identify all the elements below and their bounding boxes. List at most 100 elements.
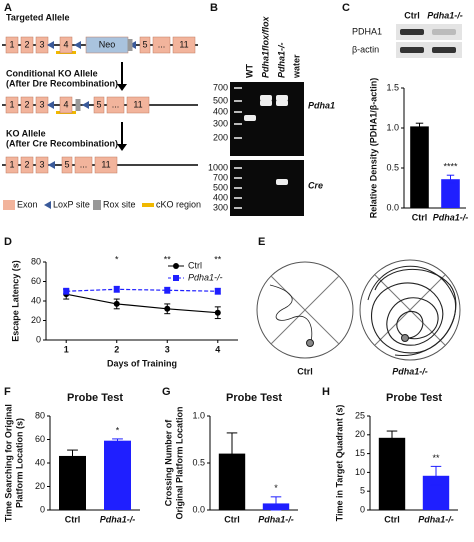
panel-label: D <box>4 236 12 248</box>
significance: * <box>274 483 278 493</box>
exon <box>94 156 118 174</box>
allele-title: Targeted Allele <box>6 12 70 22</box>
blot-lane: Ctrl <box>404 10 420 20</box>
panel-label: F <box>4 386 11 398</box>
exon-label: 2 <box>24 39 29 49</box>
significance: **** <box>443 162 458 172</box>
gel-band <box>260 100 272 106</box>
panel-e-decor <box>256 259 461 361</box>
panel-label: G <box>162 386 171 398</box>
marker <box>63 288 70 295</box>
y-tick-label: 20 <box>35 481 45 491</box>
panel-label: C <box>342 2 350 14</box>
loxp-site <box>47 101 54 109</box>
gel <box>230 82 304 156</box>
gel <box>230 160 304 216</box>
exon-label: 3 <box>39 39 44 49</box>
series-line <box>66 293 218 314</box>
allele-title: (After Dre Recombination) <box>6 78 118 88</box>
ladder-band <box>234 167 242 169</box>
y-tick-label: 0 <box>40 504 45 514</box>
allele-title: (After Cre Recombination) <box>6 138 118 148</box>
y-tick-label: 80 <box>35 410 45 420</box>
exon-label: 11 <box>101 159 110 169</box>
legend-label: Ctrl <box>188 260 202 270</box>
x-tick-label: Pdha1-/- <box>100 514 136 524</box>
x-tick-label: Ctrl <box>224 514 240 524</box>
ladder-band <box>234 111 242 113</box>
marker <box>164 287 171 294</box>
y-tick-label: 0.5 <box>192 457 205 467</box>
exon <box>106 96 125 114</box>
marker <box>113 286 120 293</box>
lane-label: Pdha1flox/flox <box>260 15 270 78</box>
y-tick-label: 0 <box>360 504 365 514</box>
rox-site <box>75 99 81 111</box>
legend-label: Rox site <box>103 199 136 209</box>
exon <box>59 36 73 54</box>
exon-label: 4 <box>63 99 68 109</box>
blot-band <box>432 29 456 35</box>
bar <box>441 179 460 208</box>
chart-title: Probe Test <box>67 392 123 404</box>
ladder-label: 500 <box>213 182 228 192</box>
y-tick-label: 25 <box>355 410 365 420</box>
chart-title: Probe Test <box>226 392 282 404</box>
exon-label: 5 <box>142 39 147 49</box>
protein-label: β-actin <box>352 44 379 54</box>
exon-label: Neo <box>99 39 116 49</box>
ladder-band <box>234 187 242 189</box>
ladder-label: 500 <box>213 95 228 105</box>
x-tick-label: Ctrl <box>65 514 81 524</box>
significance: ** <box>214 254 222 264</box>
loxp-site <box>47 41 54 49</box>
exon <box>139 36 151 54</box>
ladder-band <box>234 177 242 179</box>
exon <box>59 96 73 114</box>
ladder-label: 400 <box>213 106 228 116</box>
exon-label: 1 <box>9 99 14 109</box>
exon-label: 5 <box>96 99 101 109</box>
rox-site <box>127 39 133 51</box>
panel-label: H <box>322 386 330 398</box>
y-axis-label: Relative Density (PDHA1/β-actin) <box>368 78 378 219</box>
exon-label: 2 <box>24 99 29 109</box>
exon-label: 11 <box>133 99 142 109</box>
x-tick-label: Ctrl <box>412 212 428 222</box>
y-tick-label: 40 <box>35 457 45 467</box>
y-tick-label: 1.0 <box>192 410 205 420</box>
exon-label: 4 <box>63 39 68 49</box>
gel-band <box>244 115 256 121</box>
lane-label: WT <box>244 64 254 78</box>
exon <box>172 36 196 54</box>
y-tick-label: 10 <box>355 467 365 477</box>
ladder-label: 400 <box>213 192 228 202</box>
y-tick-label: 1.0 <box>386 122 399 132</box>
gel-band <box>276 95 288 101</box>
x-tick-label: 4 <box>215 344 220 354</box>
y-tick-label: 0.0 <box>386 202 399 212</box>
gel-band <box>260 95 272 101</box>
exon <box>93 96 105 114</box>
lane-label: water <box>291 54 301 79</box>
exon <box>20 156 34 174</box>
exon <box>5 36 19 54</box>
gel-band <box>276 179 288 185</box>
blot-band <box>400 29 424 35</box>
loxp-site <box>82 101 89 109</box>
y-tick-label: 60 <box>35 434 45 444</box>
exon <box>20 36 34 54</box>
protein-label: PDHA1 <box>352 26 382 36</box>
loxp-site <box>48 161 55 169</box>
panel-label: A <box>4 2 12 14</box>
significance: * <box>115 254 119 264</box>
y-axis-label: Crossing Number of <box>163 419 173 507</box>
significance: ** <box>432 453 440 463</box>
ladder-band <box>234 197 242 199</box>
y-axis-label: Time Searching for Original <box>3 404 13 522</box>
legend-label: LoxP site <box>53 199 90 209</box>
y-axis-label: Escape Latency (s) <box>10 260 20 342</box>
y-tick-label: 0.0 <box>192 504 205 514</box>
x-tick-label: 2 <box>114 344 119 354</box>
y-tick-label: 20 <box>31 315 41 325</box>
